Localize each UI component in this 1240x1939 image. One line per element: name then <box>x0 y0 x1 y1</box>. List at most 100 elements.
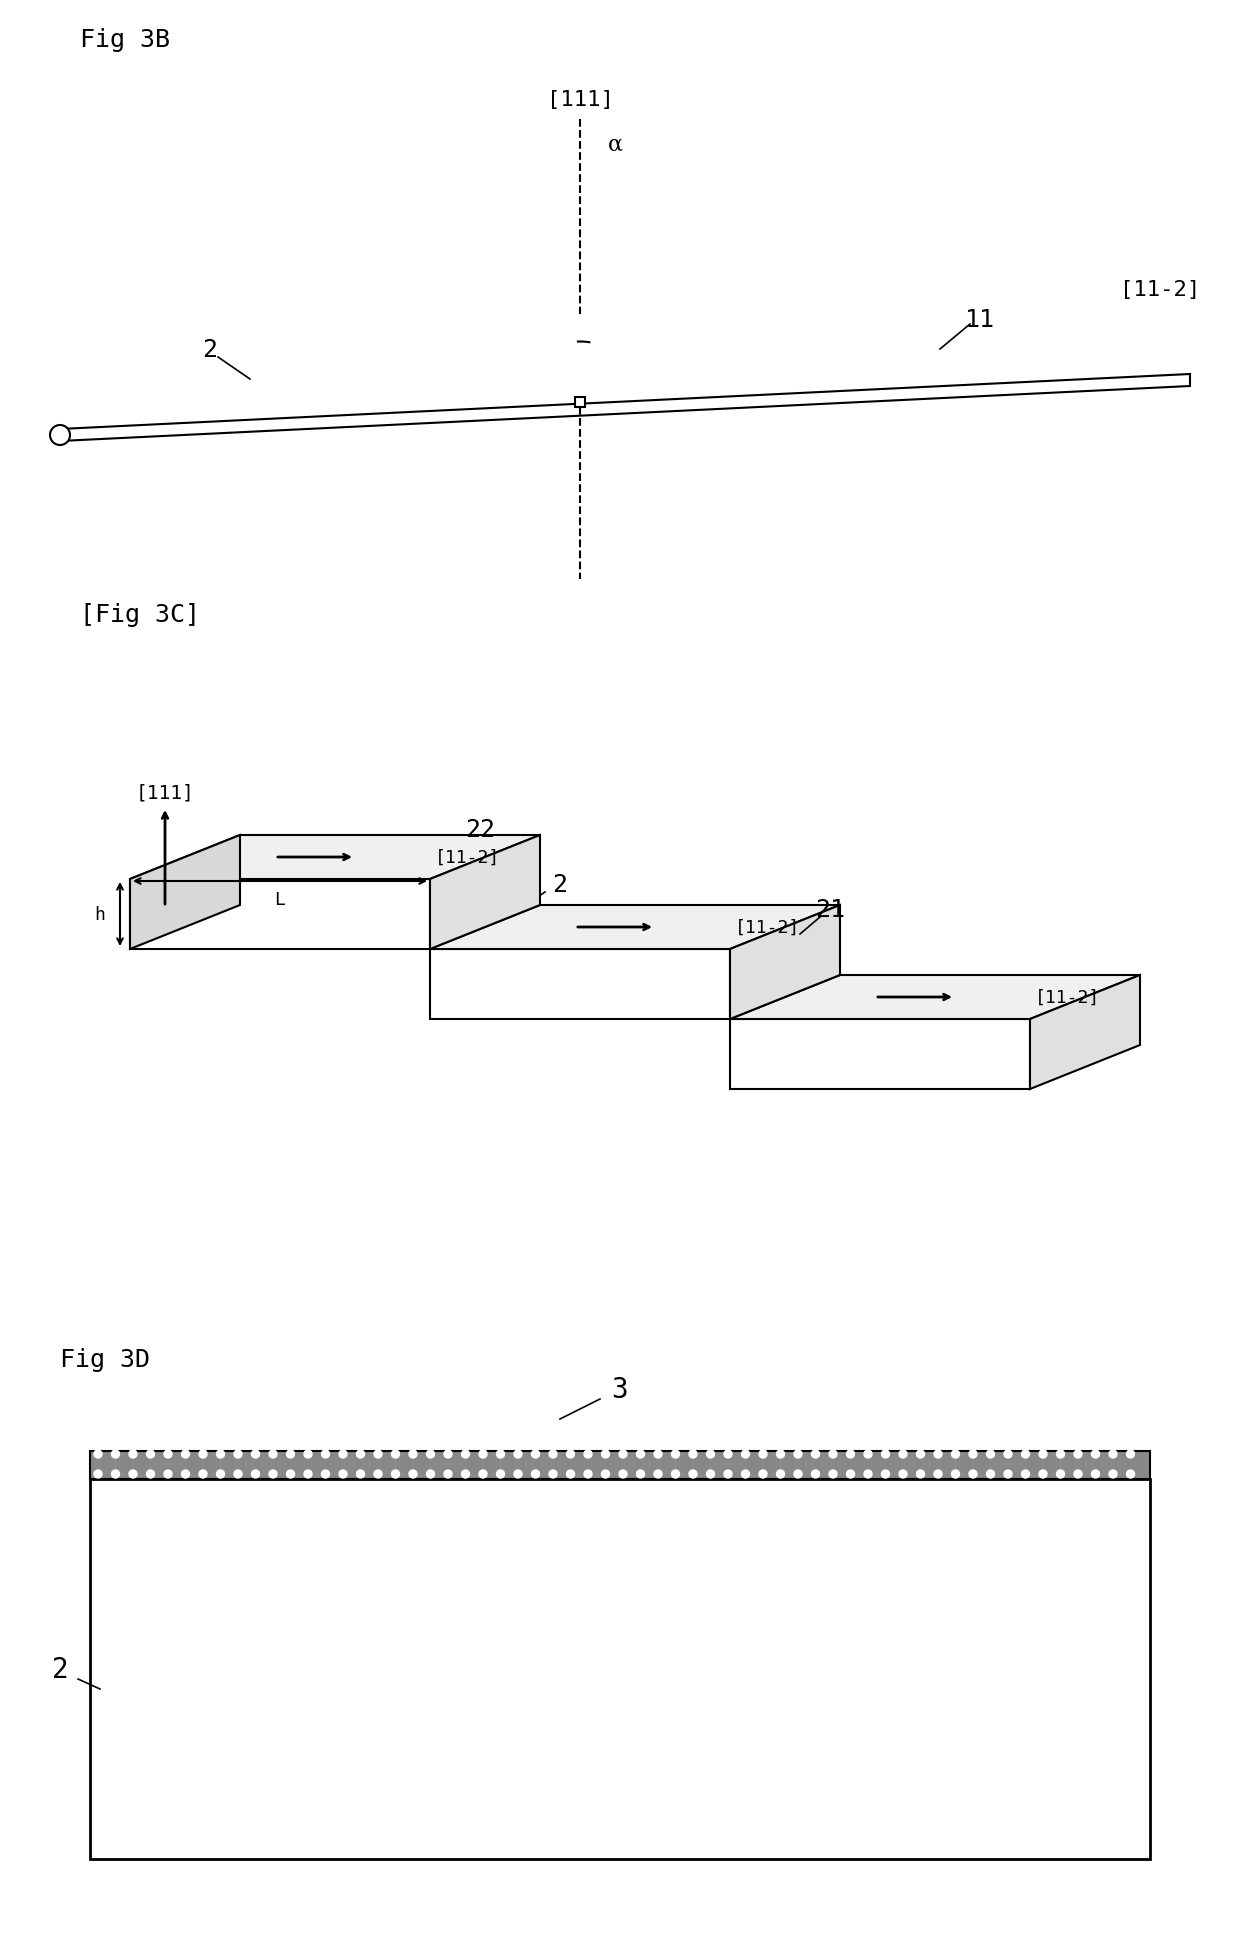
Text: [Fig 3C]: [Fig 3C] <box>81 603 200 626</box>
Circle shape <box>759 1450 768 1458</box>
Circle shape <box>181 1450 190 1458</box>
Circle shape <box>724 1450 732 1458</box>
Polygon shape <box>130 880 430 950</box>
Circle shape <box>951 1450 960 1458</box>
Circle shape <box>286 1470 295 1478</box>
Bar <box>91 1479 1149 1860</box>
Circle shape <box>899 1470 906 1478</box>
Circle shape <box>1004 1450 1012 1458</box>
Circle shape <box>549 1470 557 1478</box>
Circle shape <box>252 1470 259 1478</box>
Circle shape <box>987 1470 994 1478</box>
Circle shape <box>217 1470 224 1478</box>
Circle shape <box>899 1450 906 1458</box>
Text: α: α <box>608 134 622 155</box>
Text: [11-2]: [11-2] <box>435 849 500 867</box>
Circle shape <box>444 1450 453 1458</box>
Circle shape <box>1074 1470 1083 1478</box>
Circle shape <box>934 1470 942 1478</box>
Circle shape <box>830 1450 837 1458</box>
Circle shape <box>269 1450 277 1458</box>
Circle shape <box>1109 1470 1117 1478</box>
Circle shape <box>515 1470 522 1478</box>
Circle shape <box>689 1450 697 1458</box>
Circle shape <box>653 1450 662 1458</box>
Circle shape <box>321 1450 330 1458</box>
Polygon shape <box>430 950 730 1020</box>
Circle shape <box>776 1470 785 1478</box>
Text: 22: 22 <box>465 818 495 842</box>
Circle shape <box>234 1470 242 1478</box>
Circle shape <box>304 1450 312 1458</box>
Circle shape <box>532 1470 539 1478</box>
Circle shape <box>1091 1470 1100 1478</box>
Circle shape <box>217 1450 224 1458</box>
Circle shape <box>830 1470 837 1478</box>
Circle shape <box>567 1470 574 1478</box>
Bar <box>575 397 585 407</box>
Circle shape <box>742 1470 749 1478</box>
Circle shape <box>164 1450 172 1458</box>
Circle shape <box>286 1450 295 1458</box>
Circle shape <box>392 1450 399 1458</box>
Circle shape <box>234 1450 242 1458</box>
Circle shape <box>198 1450 207 1458</box>
Text: Fig 3D: Fig 3D <box>60 1348 150 1371</box>
Circle shape <box>811 1450 820 1458</box>
Circle shape <box>1056 1450 1064 1458</box>
Text: 3: 3 <box>611 1375 629 1404</box>
Text: Fig 3B: Fig 3B <box>81 27 170 52</box>
Circle shape <box>601 1450 610 1458</box>
Circle shape <box>444 1470 453 1478</box>
Bar <box>91 1450 1149 1479</box>
Text: 11: 11 <box>965 308 994 332</box>
Circle shape <box>776 1450 785 1458</box>
Text: [11-2]: [11-2] <box>1120 279 1200 301</box>
Text: [111]: [111] <box>135 783 195 803</box>
Circle shape <box>112 1470 119 1478</box>
Polygon shape <box>730 906 839 1020</box>
Circle shape <box>951 1470 960 1478</box>
Circle shape <box>50 427 69 446</box>
Circle shape <box>1056 1470 1064 1478</box>
Circle shape <box>724 1470 732 1478</box>
Circle shape <box>1039 1470 1047 1478</box>
Circle shape <box>794 1450 802 1458</box>
Circle shape <box>321 1470 330 1478</box>
Text: 2: 2 <box>553 873 568 896</box>
Circle shape <box>968 1450 977 1458</box>
Text: 21: 21 <box>815 898 844 921</box>
Circle shape <box>1091 1450 1100 1458</box>
Circle shape <box>968 1470 977 1478</box>
Circle shape <box>479 1470 487 1478</box>
Polygon shape <box>430 906 839 950</box>
Circle shape <box>112 1450 119 1458</box>
Circle shape <box>847 1450 854 1458</box>
Circle shape <box>164 1470 172 1478</box>
Text: L: L <box>274 890 285 909</box>
Polygon shape <box>430 836 539 950</box>
Circle shape <box>181 1470 190 1478</box>
Circle shape <box>1039 1450 1047 1458</box>
Circle shape <box>707 1470 714 1478</box>
Circle shape <box>461 1470 470 1478</box>
Text: h: h <box>94 906 105 923</box>
Circle shape <box>864 1450 872 1458</box>
Circle shape <box>672 1470 680 1478</box>
Circle shape <box>584 1470 591 1478</box>
Circle shape <box>794 1470 802 1478</box>
Circle shape <box>146 1470 155 1478</box>
Circle shape <box>479 1450 487 1458</box>
Text: [111]: [111] <box>547 89 614 111</box>
Circle shape <box>252 1450 259 1458</box>
Text: 2: 2 <box>202 337 217 363</box>
Circle shape <box>882 1450 889 1458</box>
Circle shape <box>987 1450 994 1458</box>
Circle shape <box>339 1450 347 1458</box>
Circle shape <box>409 1450 417 1458</box>
Circle shape <box>339 1470 347 1478</box>
Circle shape <box>707 1450 714 1458</box>
Circle shape <box>496 1470 505 1478</box>
Circle shape <box>619 1470 627 1478</box>
Circle shape <box>1022 1470 1029 1478</box>
